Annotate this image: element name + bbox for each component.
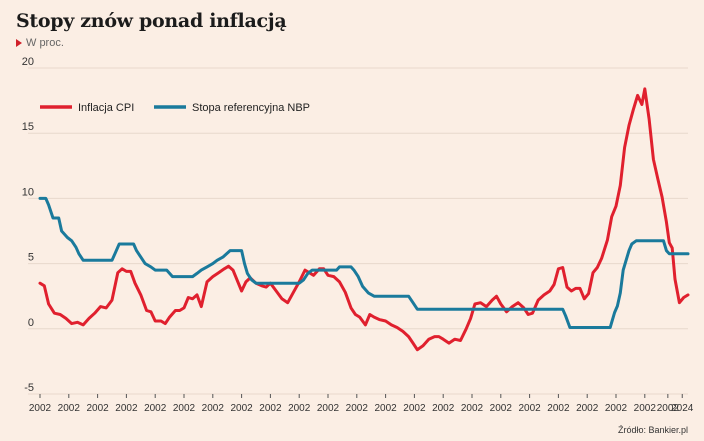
y-tick-label: 5 — [28, 252, 34, 264]
x-tick-label: 2002 — [58, 403, 81, 414]
x-tick-label: 2002 — [403, 403, 426, 414]
y-tick-label: -5 — [24, 382, 34, 394]
chart-title: Stopy znów ponad inflacją — [16, 10, 287, 32]
x-tick-label: 2002 — [432, 403, 455, 414]
x-tick-label: 2002 — [634, 403, 657, 414]
x-tick-label: 2002 — [202, 403, 225, 414]
x-tick-label: 2002 — [288, 403, 311, 414]
x-tick-label: 2002 — [86, 403, 109, 414]
legend-label: Stopa referencyjna NBP — [192, 102, 310, 114]
y-tick-label: 15 — [22, 121, 34, 133]
x-tick-label: 2002 — [230, 403, 253, 414]
x-tick-label: 2002 — [490, 403, 513, 414]
x-tick-label: 2002 — [374, 403, 397, 414]
x-tick-label: 2002 — [29, 403, 52, 414]
series-line-nbp-rate — [38, 196, 690, 329]
x-tick-label: 2002 — [346, 403, 369, 414]
x-tick-label: 2002 — [547, 403, 570, 414]
x-tick-label: 2002 — [317, 403, 340, 414]
x-tick-label: 2002 — [605, 403, 628, 414]
x-tick-label: 2002 — [657, 403, 680, 414]
x-tick-label: 2002 — [518, 403, 541, 414]
series-line-cpi — [38, 87, 690, 352]
x-tick-label: 2024 — [671, 403, 694, 414]
x-tick-label: 2002 — [144, 403, 167, 414]
source-note: Źródło: Bankier.pl — [617, 425, 688, 435]
subtitle-text: W proc. — [26, 37, 64, 49]
x-tick-label: 2002 — [259, 403, 282, 414]
triangle-marker-icon — [16, 39, 22, 47]
chart-subtitle: W proc. — [16, 37, 64, 49]
y-tick-label: 10 — [22, 186, 34, 198]
x-tick-label: 2002 — [173, 403, 196, 414]
x-tick-label: 2002 — [461, 403, 484, 414]
x-tick-label: 2002 — [576, 403, 599, 414]
y-tick-label: 0 — [28, 317, 34, 329]
y-tick-label: 20 — [22, 56, 34, 68]
x-tick-label: 2002 — [115, 403, 138, 414]
legend-label: Inflacja CPI — [78, 102, 134, 114]
